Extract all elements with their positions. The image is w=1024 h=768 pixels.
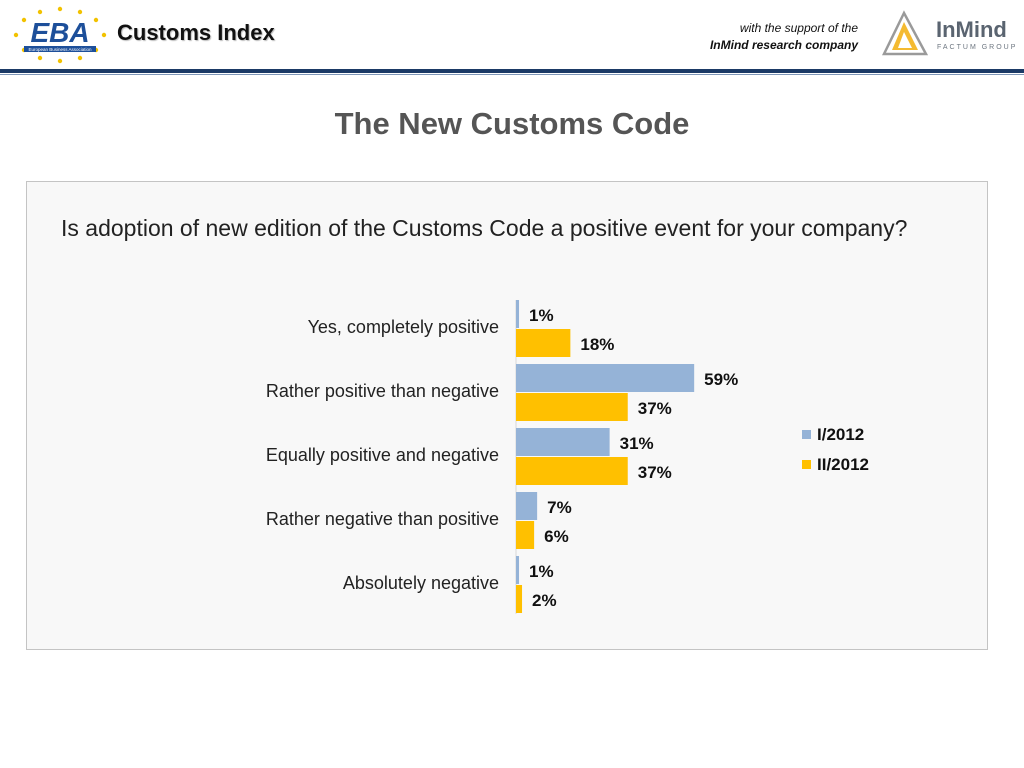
bar-series-2 <box>516 585 523 613</box>
category-label: Absolutely negative <box>343 573 499 593</box>
bar-series-2 <box>516 521 535 549</box>
bar-series-2 <box>516 393 628 421</box>
header: EBA European Business Association Custom… <box>0 0 1024 70</box>
data-label: 18% <box>580 335 614 354</box>
survey-question: Is adoption of new edition of the Custom… <box>61 215 908 241</box>
header-divider <box>0 69 1024 73</box>
support-note: with the support of the InMind research … <box>710 20 858 54</box>
inmind-logo: InMind FACTUM GROUP <box>881 10 1017 56</box>
bar-series-1 <box>516 364 695 392</box>
bar-series-2 <box>516 329 571 357</box>
bar-series-1 <box>516 556 520 584</box>
chart-panel <box>26 181 988 650</box>
legend-swatch-1 <box>802 430 811 439</box>
bar-series-1 <box>516 492 538 520</box>
bar-series-1 <box>516 428 610 456</box>
data-label: 37% <box>638 399 672 418</box>
category-label: Yes, completely positive <box>308 317 499 337</box>
svg-text:European Business Association: European Business Association <box>28 47 92 52</box>
support-line-2: InMind research company <box>709 38 858 52</box>
data-label: 1% <box>529 562 554 581</box>
data-label: 6% <box>544 527 569 546</box>
bar-series-1 <box>516 300 520 328</box>
data-label: 31% <box>620 434 654 453</box>
support-line-1: with the support of the <box>739 21 858 35</box>
data-label: 1% <box>529 306 554 325</box>
bar-chart: Yes, completely positive 1% 18% Rather posi… <box>266 300 869 614</box>
data-label: 7% <box>547 498 572 517</box>
legend-label-2: II/2012 <box>817 455 869 474</box>
header-divider-thin <box>0 74 1024 75</box>
legend-label-1: I/2012 <box>817 425 864 444</box>
eba-logo: EBA European Business Association <box>13 6 107 64</box>
category-label: Equally positive and negative <box>266 445 499 465</box>
svg-text:FACTUM GROUP: FACTUM GROUP <box>937 44 1017 51</box>
category-label: Rather positive than negative <box>266 381 499 401</box>
legend-swatch-2 <box>802 460 811 469</box>
data-label: 2% <box>532 591 557 610</box>
app-title: Customs Index <box>117 20 275 45</box>
svg-text:EBA: EBA <box>30 17 89 48</box>
data-label: 37% <box>638 463 672 482</box>
data-label: 59% <box>704 370 738 389</box>
page-title: The New Customs Code <box>334 106 690 141</box>
category-label: Rather negative than positive <box>266 509 499 529</box>
svg-text:InMind: InMind <box>936 17 1007 42</box>
bar-series-2 <box>516 457 628 485</box>
